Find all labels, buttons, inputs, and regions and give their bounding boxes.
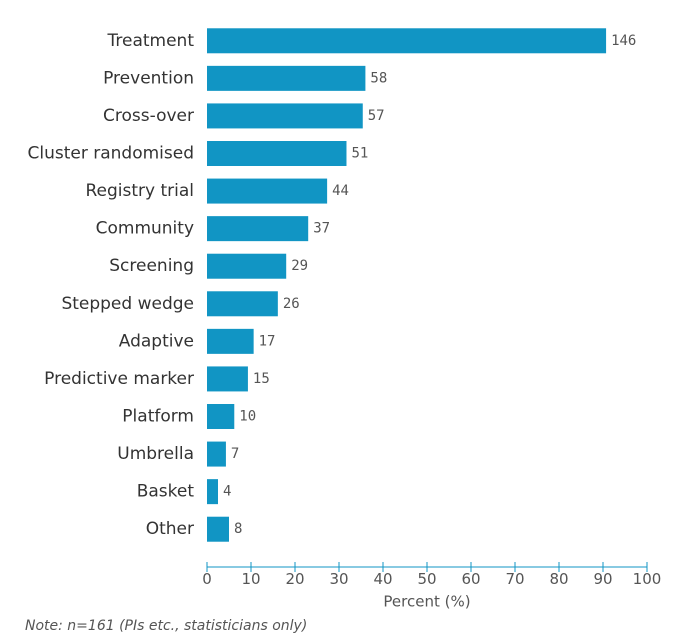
y-tick-label: Screening (109, 256, 194, 276)
x-tick-label: 100 (633, 570, 662, 588)
value-label: 146 (611, 33, 636, 49)
x-axis-title: Percent (%) (383, 593, 470, 611)
x-tick-label: 50 (417, 570, 436, 588)
y-tick-label: Prevention (103, 68, 194, 88)
note: Note: n=161 (PIs etc., statisticians onl… (25, 618, 307, 634)
x-tick-label: 90 (593, 570, 612, 588)
value-label: 37 (313, 221, 330, 237)
x-tick-label: 80 (549, 570, 568, 588)
y-tick-label: Registry trial (85, 181, 194, 201)
bar (207, 253, 287, 279)
value-label: 44 (332, 183, 349, 199)
y-tick-label: Cluster randomised (27, 144, 194, 164)
x-tick-label: 20 (285, 570, 304, 588)
x-tick-label: 60 (461, 570, 480, 588)
y-tick-label: Community (96, 219, 194, 239)
y-tick-label: Stepped wedge (61, 294, 194, 314)
y-tick-label: Adaptive (119, 331, 194, 351)
bar (207, 479, 218, 505)
value-label: 15 (253, 371, 270, 387)
value-label: 51 (351, 146, 368, 162)
x-tick-label: 30 (329, 570, 348, 588)
x-tick-label: 40 (373, 570, 392, 588)
value-label: 26 (283, 296, 300, 312)
bar (207, 328, 254, 354)
y-tick-label: Umbrella (117, 444, 194, 464)
y-tick-label: Basket (137, 482, 195, 502)
y-tick-label: Predictive marker (44, 369, 194, 389)
bar (207, 28, 607, 54)
bar (207, 103, 363, 129)
bar (207, 65, 366, 91)
value-label: 57 (368, 108, 385, 124)
value-label: 4 (223, 484, 231, 500)
value-label: 8 (234, 521, 242, 537)
value-label: 10 (239, 409, 256, 425)
y-tick-label: Other (146, 519, 194, 539)
bar (207, 441, 226, 467)
value-label: 29 (291, 258, 308, 274)
x-tick-label: 10 (241, 570, 260, 588)
bar (207, 141, 347, 166)
bar (207, 404, 235, 429)
value-label: 7 (231, 446, 239, 462)
value-label: 17 (259, 333, 276, 349)
y-tick-label: Treatment (106, 31, 194, 51)
bar (207, 291, 278, 317)
y-tick-label: Platform (122, 407, 194, 427)
value-label: 58 (370, 70, 387, 86)
bar (207, 366, 248, 392)
bar (207, 178, 328, 204)
y-tick-label: Cross-over (103, 106, 194, 126)
bar (207, 216, 309, 242)
bar (207, 516, 229, 542)
x-tick-label: 0 (202, 570, 212, 588)
x-tick-label: 70 (505, 570, 524, 588)
